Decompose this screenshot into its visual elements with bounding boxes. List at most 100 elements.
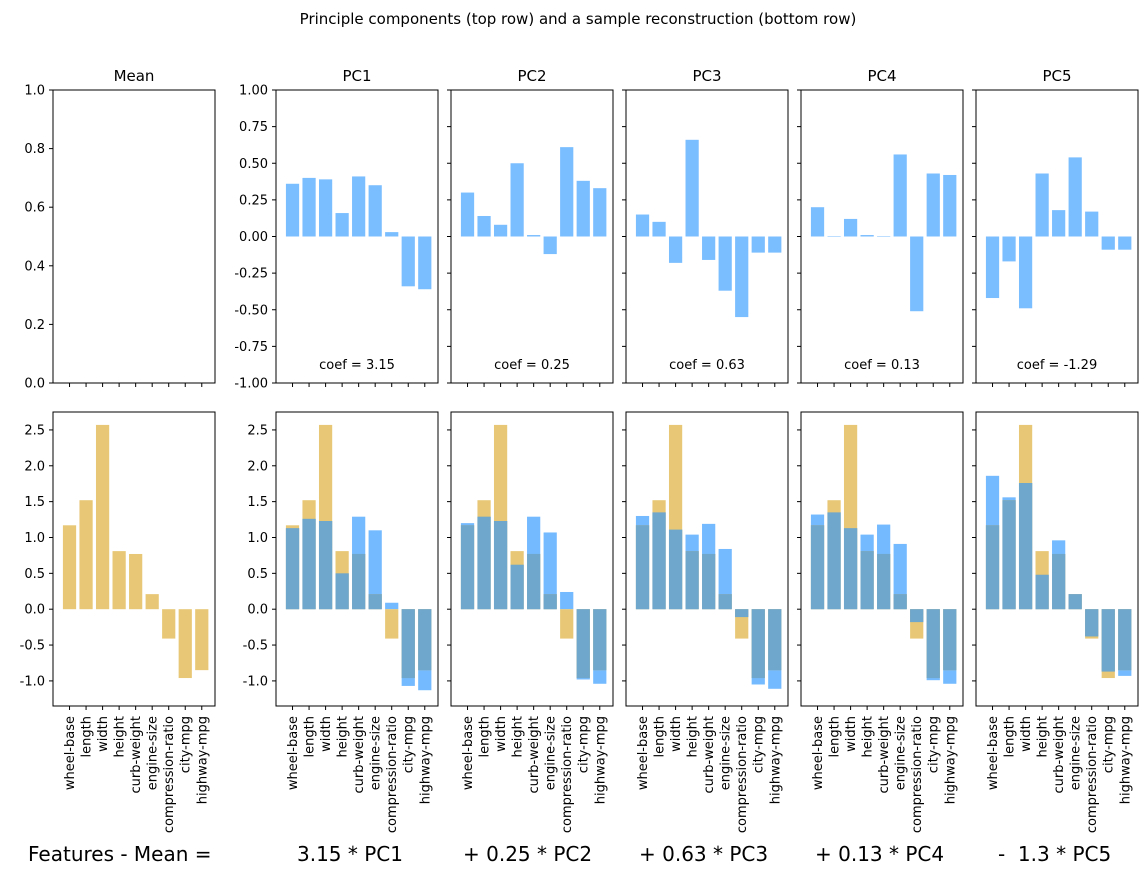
equation-term-pc1: 3.15 * PC1 (297, 842, 403, 866)
pc3-bar-height (685, 139, 699, 237)
recon3-xtick-label-2: width (669, 716, 684, 752)
recon4-overlap-length (827, 512, 841, 610)
panel-frame-recon3 (625, 411, 789, 707)
recon3-overlap-curb-weight (702, 553, 716, 610)
pc2-bar-engine-size (543, 236, 557, 255)
panel-frame-recon2 (450, 411, 614, 707)
features-ytick-label-7: -1.0 (20, 674, 45, 689)
features-xtick-label-7: city-mpg (179, 716, 194, 773)
recon2-overlap-height (510, 564, 524, 610)
panel-frame-recon4 (800, 411, 964, 707)
panel-title-pc5: PC5 (1042, 67, 1071, 85)
recon2-overlap-curb-weight (527, 553, 541, 610)
pc4-bar-width (843, 218, 858, 237)
recon2-bar-compression-ratio (560, 591, 574, 610)
pc2-bar-width (493, 224, 508, 237)
recon5-xtick-label-3: height (1036, 716, 1051, 757)
features-xtick-label-2: width (96, 716, 111, 752)
recon3-xtick-label-0: wheel-base (636, 716, 651, 790)
mean-top-ytick-label-2: 0.6 (24, 201, 45, 216)
pc1-bar-engine-size (368, 185, 382, 237)
pc1-top-ytick-label-8: -1.00 (234, 377, 268, 392)
recon3-xtick-label-7: city-mpg (752, 716, 767, 773)
recon4-xtick-label-3: height (861, 716, 876, 757)
recon5-xtick-label-4: curb-weight (1052, 716, 1067, 794)
pc3-bar-highway-mpg (768, 236, 782, 253)
recon1-ytick-label-7: -1.0 (243, 674, 268, 689)
recon5-xtick-label-8: highway-mpg (1118, 716, 1133, 804)
recon5-xtick-label-5: engine-size (1069, 716, 1084, 790)
recon1-ytick-label-1: 2.0 (247, 459, 268, 474)
recon4-overlap-height (860, 551, 874, 610)
recon2-target-bar-compression-ratio (560, 609, 574, 639)
equation-lhs: Features - Mean = (28, 842, 212, 866)
pc3-bar-compression-ratio (735, 236, 749, 318)
panel-frame-recon1 (275, 411, 439, 707)
coef-label-pc3: coef = 0.63 (669, 358, 745, 373)
recon2-xtick-label-8: highway-mpg (593, 716, 608, 804)
pc1-bar-curb-weight (352, 176, 366, 237)
features-ytick-label-4: 0.5 (24, 567, 45, 582)
pc3-bar-length (652, 221, 666, 237)
recon2-overlap-wheel-base (460, 525, 475, 610)
pc4-bar-height (860, 235, 874, 237)
recon4-xtick-label-5: engine-size (894, 716, 909, 790)
pc1-top-ytick-label-4: 0.00 (239, 230, 268, 245)
panel-frame-mean (52, 89, 216, 384)
recon4-xtick-label-7: city-mpg (927, 716, 942, 773)
pc2-bar-wheel-base (460, 192, 475, 237)
recon5-overlap-compression-ratio (1085, 609, 1099, 637)
recon3-overlap-wheel-base (635, 525, 650, 610)
features-xtick-label-6: compression-ratio (162, 716, 177, 833)
features-bar-height (112, 551, 126, 610)
recon1-ytick-label-6: -0.5 (243, 639, 268, 654)
pc4-bar-highway-mpg (943, 174, 957, 237)
recon2-overlap-length (477, 516, 491, 610)
recon5-xtick-label-7: city-mpg (1102, 716, 1117, 773)
recon1-overlap-wheel-base (285, 528, 300, 610)
pc1-bar-width (318, 179, 333, 237)
features-ytick-label-3: 1.0 (24, 531, 45, 546)
recon1-overlap-highway-mpg (418, 609, 432, 671)
recon2-xtick-label-6: compression-ratio (560, 716, 575, 833)
recon1-bar-compression-ratio (385, 602, 399, 610)
recon4-overlap-width (843, 528, 858, 610)
pc3-bar-engine-size (718, 236, 732, 291)
features-ytick-label-5: 0.0 (24, 603, 45, 618)
pc3-bar-wheel-base (635, 214, 650, 237)
pc2-bar-length (477, 215, 491, 237)
features-xtick-label-1: length (80, 716, 95, 757)
recon4-overlap-city-mpg (926, 609, 940, 679)
recon2-bar-engine-size (543, 532, 557, 610)
pc2-bar-curb-weight (527, 235, 541, 237)
recon5-overlap-engine-size (1068, 594, 1082, 610)
recon2-overlap-highway-mpg (593, 609, 607, 671)
recon1-overlap-length (302, 518, 316, 610)
pc5-bar-city-mpg (1101, 236, 1115, 250)
features-xtick-label-4: curb-weight (129, 716, 144, 794)
pc2-bar-highway-mpg (593, 188, 607, 237)
features-bar-city-mpg (178, 609, 192, 679)
pc5-bar-highway-mpg (1118, 236, 1132, 250)
pc5-bar-length (1002, 236, 1016, 262)
pc5-bar-curb-weight (1052, 210, 1066, 237)
recon3-overlap-city-mpg (751, 609, 765, 679)
recon2-overlap-engine-size (543, 594, 557, 610)
recon3-xtick-label-6: compression-ratio (735, 716, 750, 833)
pc2-bar-compression-ratio (560, 147, 574, 237)
recon5-xtick-label-2: width (1019, 716, 1034, 752)
recon4-xtick-label-8: highway-mpg (943, 716, 958, 804)
panel-title-mean: Mean (114, 67, 155, 85)
recon1-ytick-label-5: 0.0 (247, 603, 268, 618)
recon4-xtick-label-6: compression-ratio (910, 716, 925, 833)
recon4-xtick-label-4: curb-weight (877, 716, 892, 794)
pc3-bar-curb-weight (702, 236, 716, 260)
pc4-bar-compression-ratio (910, 236, 924, 312)
recon4-overlap-curb-weight (877, 553, 891, 610)
recon1-ytick-label-3: 1.0 (247, 531, 268, 546)
recon5-overlap-height (1035, 574, 1049, 610)
equation-term-pc2: + 0.25 * PC2 (463, 842, 593, 866)
recon2-overlap-width (493, 520, 508, 610)
mean-top-ytick-label-0: 1.0 (24, 84, 45, 99)
